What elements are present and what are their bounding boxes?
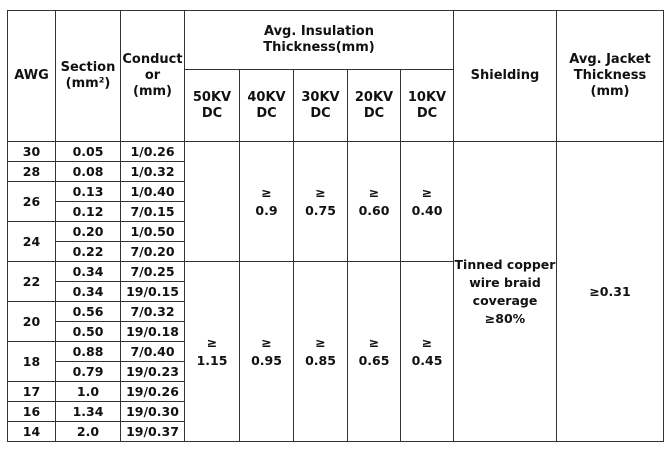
conductor-cell: 7/0.15 <box>120 201 185 222</box>
section-cell: 1.34 <box>55 401 121 422</box>
jacket-value: ≥0.31 <box>556 141 664 442</box>
header-shielding: Shielding <box>453 10 557 142</box>
insulation-30kv-bottom: ≥ 0.85 <box>293 261 348 442</box>
header-voltage-50kv: 50KV DC <box>184 69 240 142</box>
awg-cell: 24 <box>7 221 56 262</box>
awg-cell: 22 <box>7 261 56 302</box>
section-cell: 0.20 <box>55 221 121 242</box>
header-section: Section (mm²) <box>55 10 121 142</box>
header-row-1: AWG Section (mm²) Conduct or (mm) Avg. I… <box>7 10 664 142</box>
awg-cell: 18 <box>7 341 56 382</box>
insulation-30kv-top: ≥ 0.75 <box>293 141 348 262</box>
insulation-20kv-top: ≥ 0.60 <box>347 141 401 262</box>
conductor-cell: 19/0.15 <box>120 281 185 302</box>
table-row: 24 0.20 1/0.50 <box>7 221 664 262</box>
awg-cell: 28 <box>7 161 56 182</box>
insulation-50kv-top <box>184 141 240 262</box>
table-row: 14 2.0 19/0.37 <box>7 421 664 442</box>
section-cell: 0.56 <box>55 301 121 322</box>
awg-cell: 17 <box>7 381 56 402</box>
conductor-cell: 19/0.37 <box>120 421 185 442</box>
conductor-cell: 1/0.26 <box>120 141 185 162</box>
conductor-cell: 19/0.30 <box>120 401 185 422</box>
conductor-cell: 19/0.26 <box>120 381 185 402</box>
conductor-cell: 7/0.25 <box>120 261 185 282</box>
section-cell: 0.34 <box>55 281 121 302</box>
conductor-cell: 1/0.50 <box>120 221 185 242</box>
table-row: 0.22 7/0.20 <box>8 241 664 262</box>
header-voltage-30kv: 30KV DC <box>293 69 348 142</box>
section-cell: 1.0 <box>55 381 121 402</box>
table-row: 30 0.05 1/0.26 ≥ 0.9 ≥ 0.75 ≥ 0.60 ≥ 0.4… <box>7 141 664 442</box>
header-voltage-10kv: 10KV DC <box>400 69 454 142</box>
table-row: 18 0.88 7/0.40 <box>7 341 664 382</box>
awg-cell: 26 <box>7 181 56 222</box>
header-jacket: Avg. Jacket Thickness (mm) <box>556 10 664 142</box>
awg-cell: 20 <box>7 301 56 342</box>
section-cell: 0.79 <box>55 361 121 382</box>
header-voltage-20kv: 20KV DC <box>347 69 401 142</box>
insulation-40kv-top: ≥ 0.9 <box>239 141 294 262</box>
insulation-40kv-bottom: ≥ 0.95 <box>239 261 294 442</box>
header-conductor: Conduct or (mm) <box>120 10 185 142</box>
table-row: 0.79 19/0.23 <box>8 361 664 382</box>
header-row-2: 50KV DC 40KV DC 30KV DC 20KV DC 10KV DC <box>8 69 664 142</box>
cable-spec-table-container: AWG Section (mm²) Conduct or (mm) Avg. I… <box>7 10 664 442</box>
insulation-50kv-bottom: ≥ 1.15 <box>184 261 240 442</box>
section-cell: 0.22 <box>55 241 121 262</box>
conductor-cell: 7/0.32 <box>120 301 185 322</box>
insulation-10kv-top: ≥ 0.40 <box>400 141 454 262</box>
insulation-10kv-bottom: ≥ 0.45 <box>400 261 454 442</box>
awg-cell: 16 <box>7 401 56 422</box>
conductor-cell: 19/0.23 <box>120 361 185 382</box>
section-cell: 2.0 <box>55 421 121 442</box>
conductor-cell: 7/0.20 <box>120 241 185 262</box>
section-cell: 0.08 <box>55 161 121 182</box>
section-cell: 0.88 <box>55 341 121 362</box>
header-voltage-40kv: 40KV DC <box>239 69 294 142</box>
table-row: 22 0.34 7/0.25 ≥ 1.15 ≥ 0.95 ≥ 0.85 ≥ 0.… <box>7 261 664 442</box>
header-insulation-group: Avg. Insulation Thickness(mm) <box>184 10 454 70</box>
header-awg: AWG <box>7 10 56 142</box>
section-cell: 0.13 <box>55 181 121 202</box>
section-cell: 0.12 <box>55 201 121 222</box>
conductor-cell: 7/0.40 <box>120 341 185 362</box>
table-row: 26 0.13 1/0.40 <box>7 181 664 222</box>
section-cell: 0.05 <box>55 141 121 162</box>
shielding-value: Tinned copper wire braid coverage ≥80% <box>453 141 557 442</box>
conductor-cell: 1/0.32 <box>120 161 185 182</box>
awg-cell: 30 <box>7 141 56 162</box>
table-row: 17 1.0 19/0.26 <box>7 381 664 402</box>
table-row: 16 1.34 19/0.30 <box>7 401 664 422</box>
section-cell: 0.50 <box>55 321 121 342</box>
cable-spec-table: AWG Section (mm²) Conduct or (mm) Avg. I… <box>7 10 664 442</box>
table-row: 0.12 7/0.15 <box>8 201 664 222</box>
section-cell: 0.34 <box>55 261 121 282</box>
awg-cell: 14 <box>7 421 56 442</box>
insulation-20kv-bottom: ≥ 0.65 <box>347 261 401 442</box>
table-row: 20 0.56 7/0.32 <box>7 301 664 342</box>
conductor-cell: 19/0.18 <box>120 321 185 342</box>
conductor-cell: 1/0.40 <box>120 181 185 202</box>
table-row: 0.34 19/0.15 <box>8 281 664 302</box>
table-row: 28 0.08 1/0.32 <box>7 161 664 182</box>
